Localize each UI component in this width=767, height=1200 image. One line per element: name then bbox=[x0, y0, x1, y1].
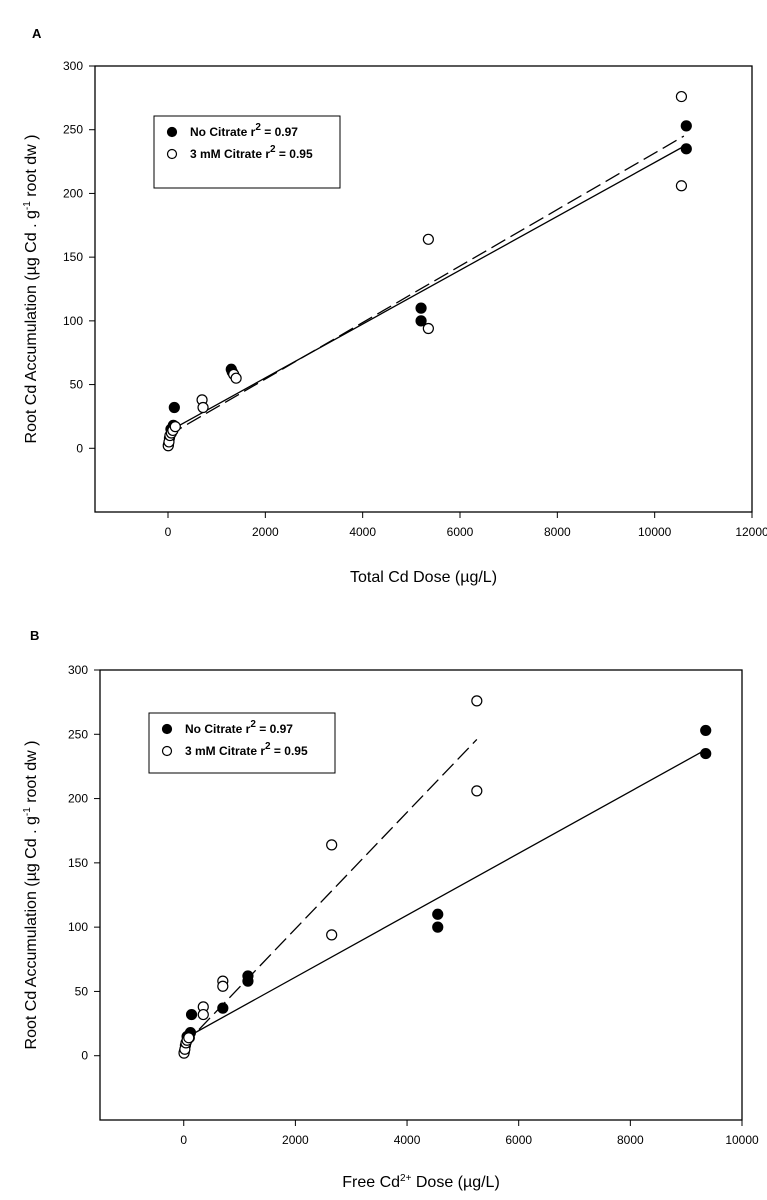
legend-marker bbox=[166, 126, 178, 138]
fit-line-series-0 bbox=[183, 749, 707, 1040]
y-tick-label: 0 bbox=[76, 441, 83, 455]
data-point-series-0 bbox=[432, 908, 444, 920]
y-tick-label: 200 bbox=[68, 792, 88, 806]
x-tick-label: 4000 bbox=[394, 1133, 421, 1147]
x-tick-label: 8000 bbox=[544, 525, 571, 539]
x-tick-label: 6000 bbox=[505, 1133, 532, 1147]
data-point-series-0 bbox=[242, 975, 254, 987]
data-point-series-1 bbox=[471, 695, 483, 707]
data-point-series-1 bbox=[675, 90, 688, 103]
data-point-series-1 bbox=[326, 839, 338, 851]
x-tick-label: 2000 bbox=[252, 525, 279, 539]
x-tick-label: 8000 bbox=[617, 1133, 644, 1147]
data-point-series-1 bbox=[197, 1008, 209, 1021]
legend-marker bbox=[161, 723, 173, 735]
data-point-series-0 bbox=[700, 747, 712, 760]
legend-box bbox=[148, 712, 336, 774]
y-tick-label: 100 bbox=[63, 314, 83, 328]
data-point-series-0 bbox=[217, 1002, 229, 1014]
data-point-series-1 bbox=[422, 233, 434, 245]
x-tick-label: 12000 bbox=[735, 525, 767, 539]
y-tick-label: 50 bbox=[70, 378, 84, 392]
data-point-series-1 bbox=[326, 929, 338, 941]
x-tick-label: 2000 bbox=[282, 1133, 309, 1147]
legend-entry: No Citrate r2 = 0.97 bbox=[185, 719, 293, 736]
data-point-series-0 bbox=[700, 724, 712, 737]
plot-frame bbox=[99, 669, 743, 1121]
data-point-series-0 bbox=[680, 120, 692, 132]
legend-box bbox=[153, 115, 341, 189]
x-axis-label: Free Cd2+ Dose (µg/L) bbox=[342, 1173, 500, 1191]
legend-marker bbox=[166, 148, 178, 160]
x-tick-label: 4000 bbox=[349, 525, 376, 539]
y-tick-label: 300 bbox=[68, 663, 88, 677]
panel-letter: A bbox=[32, 26, 42, 41]
chart-panel-b: B 0 2000 4000 6000 8000 10000 0 50 100 150 200 250 30… bbox=[22, 628, 759, 1191]
panel-letter: B bbox=[30, 628, 39, 643]
legend-entry: 3 mM Citrate r2 = 0.95 bbox=[185, 741, 308, 758]
data-point-series-0 bbox=[432, 921, 444, 933]
x-tick-label: 10000 bbox=[725, 1133, 759, 1147]
y-tick-label: 200 bbox=[63, 186, 83, 200]
x-tick-label: 6000 bbox=[447, 525, 474, 539]
y-tick-label: 100 bbox=[68, 920, 88, 934]
legend-entry: No Citrate r2 = 0.97 bbox=[190, 122, 298, 139]
y-tick-label: 250 bbox=[63, 123, 83, 137]
x-tick-label: 10000 bbox=[638, 525, 672, 539]
fit-line-series-1 bbox=[183, 738, 478, 1046]
chart-panel-a: A 0 2000 4000 6000 8000 10000 12000 0 50 100 150 200… bbox=[22, 26, 767, 586]
y-tick-label: 250 bbox=[68, 727, 88, 741]
y-tick-label: 150 bbox=[68, 856, 88, 870]
y-tick-label: 0 bbox=[81, 1049, 88, 1063]
fit-line-series-0 bbox=[167, 144, 687, 433]
legend-marker bbox=[161, 745, 173, 757]
data-point-series-1 bbox=[183, 1032, 195, 1044]
data-point-series-0 bbox=[168, 401, 180, 414]
legend-entry: 3 mM Citrate r2 = 0.95 bbox=[190, 144, 313, 161]
y-axis-label: Root Cd Accumulation (µg Cd . g-1 root d… bbox=[22, 135, 40, 444]
data-point-series-0 bbox=[680, 143, 692, 155]
x-axis-label: Total Cd Dose (µg/L) bbox=[350, 569, 497, 586]
data-point-series-1 bbox=[169, 421, 181, 433]
data-point-series-1 bbox=[675, 180, 688, 192]
y-tick-label: 300 bbox=[63, 59, 83, 73]
y-tick-label: 150 bbox=[63, 250, 83, 264]
x-tick-label: 0 bbox=[180, 1133, 187, 1147]
data-point-series-1 bbox=[471, 785, 483, 797]
data-point-series-1 bbox=[422, 322, 434, 335]
data-point-series-0 bbox=[415, 315, 427, 327]
data-point-series-1 bbox=[230, 372, 242, 384]
data-point-series-1 bbox=[197, 401, 209, 414]
y-axis-label: Root Cd Accumulation (µg Cd . g-1 root d… bbox=[22, 741, 40, 1050]
y-tick-label: 50 bbox=[75, 984, 89, 998]
data-point-series-0 bbox=[415, 302, 427, 314]
data-point-series-0 bbox=[185, 1008, 198, 1021]
data-point-series-1 bbox=[217, 980, 229, 992]
plot-frame bbox=[94, 65, 753, 513]
fit-line-series-1 bbox=[167, 135, 685, 437]
x-tick-label: 0 bbox=[165, 525, 172, 539]
